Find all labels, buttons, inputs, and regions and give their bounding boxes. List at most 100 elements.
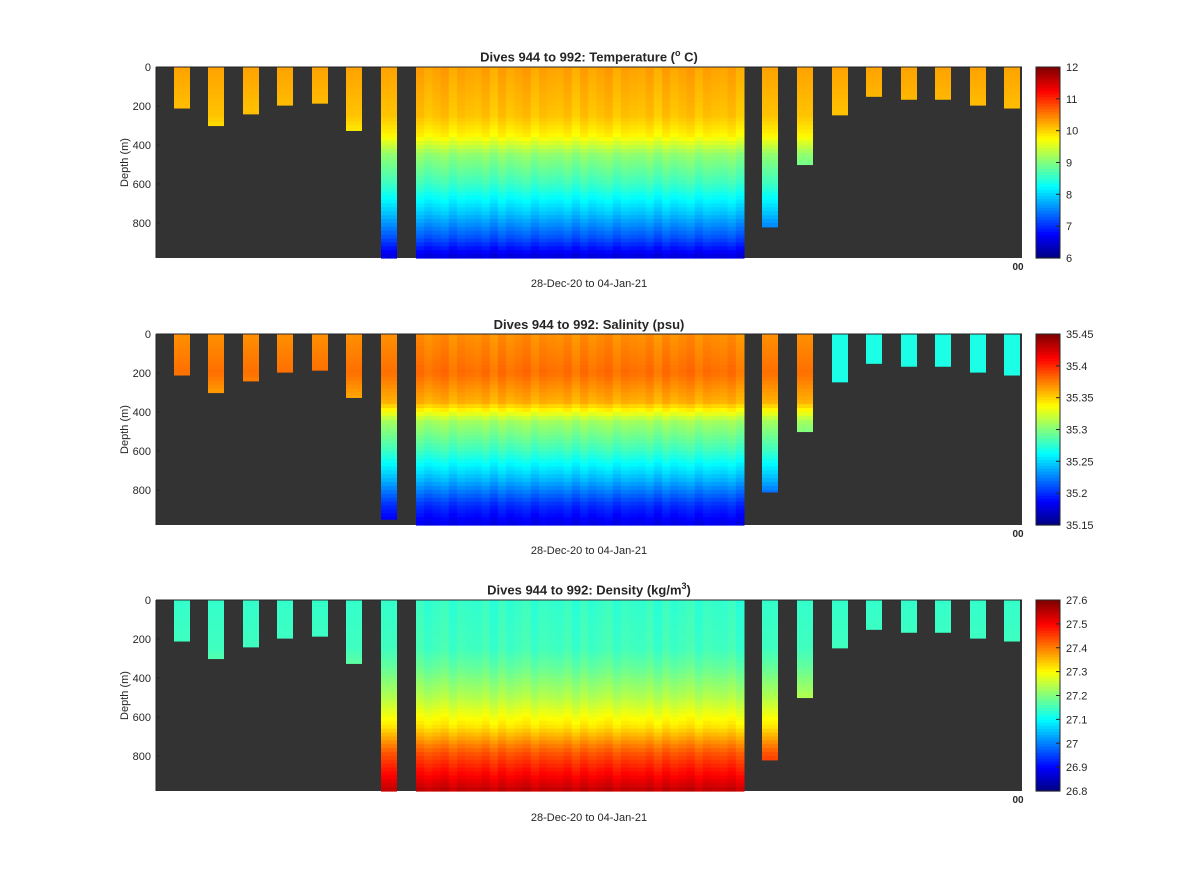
temperature-y-tick-label-200: 200	[133, 101, 151, 113]
density-main-block-column-1	[416, 600, 425, 792]
density-main-block-column-19	[563, 600, 573, 792]
temperature-profile-right-3	[901, 67, 917, 100]
density-main-block-column-40	[735, 600, 745, 792]
density-profile-left-6	[346, 600, 362, 664]
temperature-main-block-column-20	[571, 67, 581, 259]
density-colorbar	[1035, 599, 1061, 792]
temperature-main-block-column-39	[727, 67, 737, 259]
density-colorbar-tick-label-1: 26.9	[1066, 762, 1087, 774]
salinity-main-block-column-27	[629, 334, 638, 526]
salinity-profile-right-1	[832, 334, 848, 383]
density-main-block-column-6	[457, 600, 466, 792]
density-profile-right-5	[970, 600, 986, 639]
temperature-colorbar-tick-label-6: 12	[1066, 62, 1078, 74]
density-colorbar-tick-label-3: 27.1	[1066, 714, 1087, 726]
density-main-block-column-36	[703, 600, 712, 792]
salinity-main-block-column-30	[653, 334, 663, 526]
salinity-profile-right-3	[901, 334, 917, 367]
temperature-main-block-column-38	[719, 67, 729, 259]
salinity-main-block-column-26	[621, 334, 630, 526]
salinity-profile-left-6	[346, 334, 362, 398]
density-plot: 0 200 400 600 800 Depth (m) 00 26.8 26.9 27 27.1 27…	[119, 595, 1087, 806]
salinity-main-block-column-34	[686, 334, 696, 526]
temperature-y-tick-label-0: 0	[145, 62, 151, 74]
density-main-block-column-30	[653, 600, 663, 792]
temperature-main-block-column-35	[694, 67, 704, 259]
temperature-main-block-column-14	[522, 67, 532, 259]
salinity-chart-title: Dives 944 to 992: Salinity (psu)	[493, 317, 685, 332]
temperature-main-block-column-6	[457, 67, 466, 259]
temperature-y-tick-label-600: 600	[133, 179, 151, 191]
salinity-colorbar-tick-label-2: 35.25	[1066, 456, 1094, 468]
temperature-main-block-column-8	[473, 67, 483, 259]
salinity-main-block-column-31	[662, 334, 671, 526]
density-x-tick-label: 00	[1012, 795, 1024, 806]
temperature-main-block-column-26	[621, 67, 630, 259]
salinity-profile-right-4	[935, 334, 951, 367]
salinity-profile-left-3	[243, 334, 259, 382]
density-main-block-column-39	[727, 600, 737, 792]
temperature-colorbar-tick-label-5: 11	[1066, 94, 1077, 106]
temperature-main-block-column-33	[678, 67, 688, 259]
density-main-block-column-9	[481, 600, 491, 792]
temperature-main-block-column-16	[539, 67, 548, 259]
salinity-main-block-column-4	[440, 334, 450, 526]
temperature-chart-title: Dives 944 to 992: Temperature (o C)	[480, 48, 698, 65]
salinity-profile-left-2	[208, 334, 224, 394]
salinity-main-block-column-15	[530, 334, 540, 526]
salinity-main-block-column-11	[498, 334, 507, 526]
temperature-profile-right-1	[832, 67, 848, 116]
temperature-main-block-column-9	[481, 67, 491, 259]
density-main-block-column-23	[596, 600, 606, 792]
density-main-block-column-25	[612, 600, 622, 792]
density-main-block-column-16	[539, 600, 548, 792]
salinity-main-block-column-33	[678, 334, 688, 526]
salinity-main-block-column-13	[514, 334, 524, 526]
salinity-colorbar-tick-label-3: 35.3	[1066, 425, 1087, 437]
salinity-profile-after-2	[797, 334, 813, 433]
density-main-block-column-4	[440, 600, 450, 792]
density-main-block-column-38	[719, 600, 729, 792]
density-main-block-column-17	[547, 600, 556, 792]
salinity-colorbar-tick-label-0: 35.15	[1066, 520, 1094, 532]
density-panel: Dives 944 to 992: Density (kg/m3) 0 200 40…	[0, 581, 1200, 851]
density-profile-left-5	[312, 600, 328, 637]
density-profile-deep	[381, 600, 397, 792]
temperature-profile-left-4	[277, 67, 293, 106]
temperature-colorbar-tick-label-2: 8	[1066, 189, 1072, 201]
temperature-main-block-column-34	[686, 67, 696, 259]
temperature-colorbar-tick-label-0: 6	[1066, 253, 1072, 265]
salinity-main-block-column-10	[489, 334, 499, 526]
temperature-x-axis-label: 28-Dec-20 to 04-Jan-21	[530, 278, 648, 290]
density-profile-right-4	[935, 600, 951, 633]
density-y-tick-label-800: 800	[133, 751, 151, 763]
temperature-main-block-column-5	[448, 67, 458, 259]
temperature-plot: 0 200 400 600 800 Depth (m) 00 6 7 8 9 10 11 12	[119, 62, 1078, 273]
temperature-profile-right-4	[935, 67, 951, 100]
salinity-main-block-column-29	[645, 334, 655, 526]
salinity-profile-left-4	[277, 334, 293, 373]
temperature-main-block-column-36	[703, 67, 712, 259]
density-colorbar-tick-label-8: 27.6	[1066, 595, 1087, 607]
temperature-main-block-column-19	[563, 67, 573, 259]
density-profile-left-2	[208, 600, 224, 660]
salinity-y-tick-label-800: 800	[133, 485, 151, 497]
temperature-main-block-column-31	[662, 67, 671, 259]
salinity-main-block-column-14	[522, 334, 532, 526]
temperature-profile-left-6	[346, 67, 362, 131]
temperature-y-tick-label-800: 800	[133, 218, 151, 230]
density-colorbar-tick-label-4: 27.2	[1066, 691, 1087, 703]
temperature-main-block-column-23	[596, 67, 606, 259]
temperature-main-block-column-15	[530, 67, 540, 259]
temperature-panel: Dives 944 to 992: Temperature (o C) 0 200…	[0, 48, 1200, 318]
salinity-main-block-column-21	[580, 334, 589, 526]
salinity-y-tick-label-600: 600	[133, 446, 151, 458]
temperature-main-block-column-25	[612, 67, 622, 259]
salinity-main-block-column-12	[506, 334, 515, 526]
density-profile-after-2	[797, 600, 813, 699]
density-main-block-column-18	[555, 600, 565, 792]
density-profile-after-1	[762, 600, 778, 761]
temperature-colorbar	[1035, 66, 1061, 259]
temperature-profile-right-2	[866, 67, 882, 97]
density-x-axis-label: 28-Dec-20 to 04-Jan-21	[530, 812, 648, 824]
